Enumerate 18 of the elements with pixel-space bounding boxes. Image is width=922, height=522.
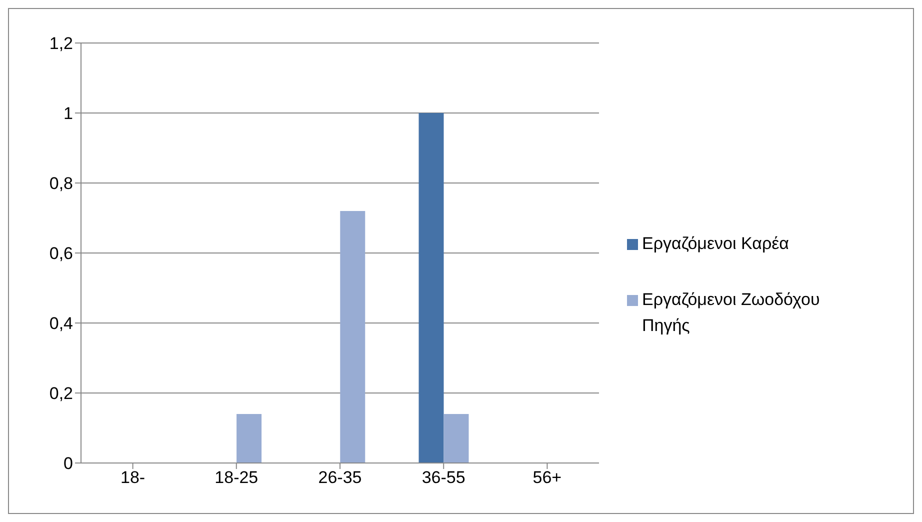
legend-label: Εργαζόμενοι Ζωοδόχου Πηγής bbox=[642, 289, 821, 337]
legend-label: Εργαζόμενοι Καρέα bbox=[642, 233, 790, 255]
x-tick-label: 26-35 bbox=[318, 468, 362, 488]
bar bbox=[418, 113, 444, 463]
x-tick-label: 36-55 bbox=[422, 468, 466, 488]
bar bbox=[444, 414, 469, 463]
y-tick-label: 0,4 bbox=[49, 314, 73, 334]
y-tick-label: 0,8 bbox=[49, 174, 73, 194]
x-tick-label: 56+ bbox=[532, 468, 562, 488]
y-tick-label: 1,2 bbox=[49, 34, 73, 54]
bar bbox=[340, 211, 366, 463]
y-tick-label: 0,2 bbox=[49, 384, 73, 404]
y-tick-label: 1 bbox=[64, 104, 73, 124]
x-tick-label: 18- bbox=[120, 468, 146, 488]
bar bbox=[236, 414, 262, 463]
y-tick-label: 0 bbox=[64, 454, 73, 474]
x-tick-label: 18-25 bbox=[214, 468, 258, 488]
y-tick-label: 0,6 bbox=[49, 244, 73, 264]
